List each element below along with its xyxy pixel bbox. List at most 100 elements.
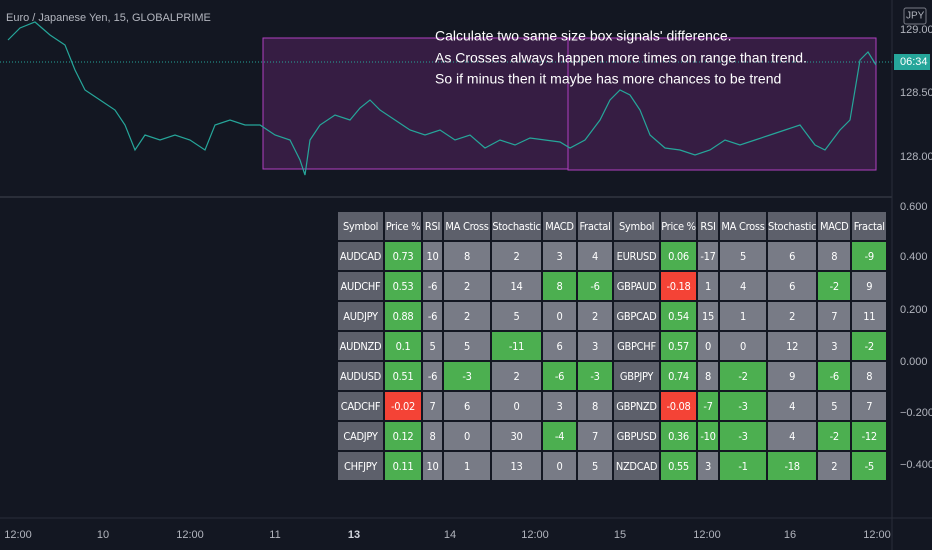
- table-cell: 0.73: [383, 240, 423, 272]
- header-cell: Stochastic: [490, 210, 543, 242]
- table-cell: 0: [718, 330, 768, 362]
- table-cell: 0: [541, 300, 578, 332]
- table-cell: 1: [696, 270, 720, 302]
- price-label: 128.000: [900, 151, 932, 163]
- table-cell: -4: [541, 420, 578, 452]
- price-line: [7, 21, 877, 176]
- table-row: AUDNZD 0.1 5 5 -11 6 3 GBPCHF 0.57 0 0 12 3 -2: [336, 330, 889, 362]
- table-cell: -6: [541, 360, 578, 392]
- table-cell: 2: [490, 360, 543, 392]
- table-cell: 8: [696, 360, 720, 392]
- table-cell: -6: [421, 300, 444, 332]
- table-cell: 6: [541, 330, 578, 362]
- time-label: 14: [444, 529, 456, 541]
- table-cell: 6: [442, 390, 492, 422]
- table-cell: 3: [541, 240, 578, 272]
- table-cell: 0.06: [659, 240, 698, 272]
- table-cell: AUDNZD: [336, 330, 385, 362]
- table-cell: 0.1: [383, 330, 423, 362]
- table-cell: -0.18: [659, 270, 698, 302]
- table-cell: 7: [421, 390, 444, 422]
- table-cell: 9: [850, 270, 889, 302]
- table-cell: 0.88: [383, 300, 423, 332]
- table-cell: 4: [765, 420, 819, 452]
- table-cell: 8: [442, 240, 492, 272]
- table-cell: 1: [718, 300, 768, 332]
- table-cell: GBPAUD: [612, 270, 661, 302]
- table-cell: 14: [490, 270, 543, 302]
- table-cell: -3: [718, 390, 768, 422]
- table-cell: 0: [442, 420, 492, 452]
- time-label: 11: [269, 529, 280, 541]
- header-cell: Symbol: [612, 210, 661, 242]
- table-cell: 0.36: [659, 420, 698, 452]
- table-cell: -2: [816, 420, 853, 452]
- indicator-label: 0.400: [900, 251, 928, 263]
- table-row: AUDJPY 0.88 -6 2 5 0 2 GBPCAD 0.54 15 1 2 7 11: [336, 300, 889, 332]
- table-cell: GBPNZD: [612, 390, 661, 422]
- indicator-label: −0.200: [900, 407, 932, 419]
- table-cell: AUDCHF: [336, 270, 385, 302]
- table-cell: 7: [816, 300, 853, 332]
- table-cell: 13: [490, 450, 543, 482]
- header-cell: Symbol: [336, 210, 385, 242]
- table-cell: 4: [576, 240, 614, 272]
- table-row: CADCHF -0.02 7 6 0 3 8 GBPNZD -0.08 -7 -3 4 5 7: [336, 390, 889, 422]
- table-cell: 15: [696, 300, 720, 332]
- table-cell: -3: [718, 420, 768, 452]
- indicator-label: 0.200: [900, 304, 928, 316]
- table-cell: 0.54: [659, 300, 698, 332]
- table-cell: GBPJPY: [612, 360, 661, 392]
- table-cell: 11: [850, 300, 889, 332]
- table-cell: -1: [718, 450, 768, 482]
- table-cell: 30: [490, 420, 543, 452]
- table-cell: 2: [765, 300, 819, 332]
- header-cell: Price %: [383, 210, 423, 242]
- table-cell: 8: [850, 360, 889, 392]
- table-cell: CHFJPY: [336, 450, 385, 482]
- table-cell: -6: [816, 360, 853, 392]
- table-cell: -7: [696, 390, 720, 422]
- table-cell: 2: [442, 270, 492, 302]
- table-cell: CADCHF: [336, 390, 385, 422]
- time-label: 13: [348, 529, 360, 541]
- table-cell: AUDUSD: [336, 360, 385, 392]
- table-cell: -0.02: [383, 390, 423, 422]
- time-label: 12:00: [4, 529, 32, 541]
- table-cell: 8: [421, 420, 444, 452]
- table-cell: 4: [718, 270, 768, 302]
- annotation: So if minus then it maybe has more chanc…: [435, 71, 781, 87]
- table-row: CHFJPY 0.11 10 1 13 0 5 NZDCAD 0.55 3 -1 -18 2 -5: [336, 450, 889, 482]
- table-cell: 3: [816, 330, 853, 362]
- table-cell: -6: [421, 360, 444, 392]
- table-cell: -6: [421, 270, 444, 302]
- table-cell: 0.74: [659, 360, 698, 392]
- table-cell: AUDJPY: [336, 300, 385, 332]
- price-label: 128.500: [900, 87, 932, 99]
- table-cell: 2: [576, 300, 614, 332]
- table-cell: 0: [696, 330, 720, 362]
- table-cell: 0.53: [383, 270, 423, 302]
- table-cell: -2: [718, 360, 768, 392]
- indicator-label: 0.600: [900, 201, 928, 213]
- table-cell: 10: [421, 240, 444, 272]
- table-cell: 10: [421, 450, 444, 482]
- table-cell: -11: [490, 330, 543, 362]
- table-cell: -18: [765, 450, 819, 482]
- table-cell: 7: [576, 420, 614, 452]
- annotation: As Crosses always happen more times on r…: [435, 50, 807, 66]
- header-row: Symbol Price % RSI MA Cross Stochastic MACD Fr…: [336, 210, 889, 242]
- time-label: 15: [614, 529, 626, 541]
- header-cell: RSI: [421, 210, 444, 242]
- table-cell: 3: [576, 330, 614, 362]
- table-cell: 12: [765, 330, 819, 362]
- table-cell: -9: [850, 240, 889, 272]
- header-cell: Fractal: [576, 210, 614, 242]
- signal-table: Symbol Price % RSI MA Cross Stochastic MACD Fr…: [336, 210, 889, 482]
- indicator-label: 0.000: [900, 356, 928, 368]
- table-cell: 0.12: [383, 420, 423, 452]
- time-label: 12:00: [521, 529, 549, 541]
- table-cell: -10: [696, 420, 720, 452]
- header-cell: RSI: [696, 210, 720, 242]
